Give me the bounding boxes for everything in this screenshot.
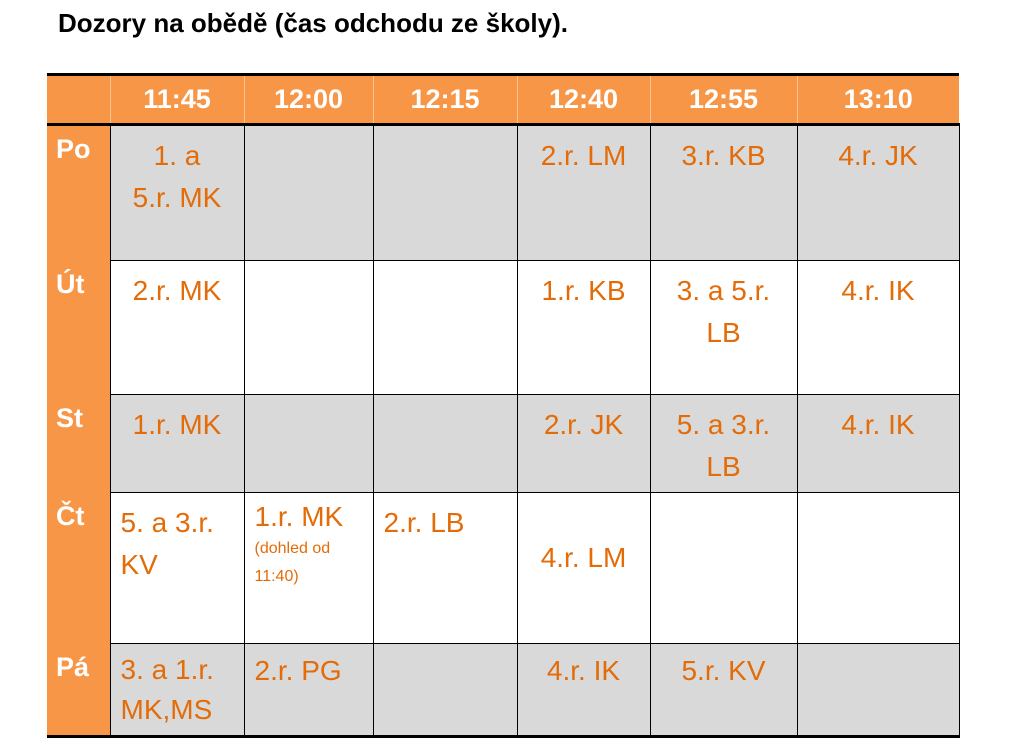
table-cell	[796, 643, 960, 737]
header-corner	[47, 74, 110, 126]
day-label: Po	[47, 124, 110, 261]
table-cell: 4.r. LM	[516, 492, 651, 644]
table-row-ct: Čt 5. a 3.r. KV 1.r. MK (dohled od 11:40…	[47, 492, 960, 644]
table-cell: 2.r. JK	[516, 394, 651, 493]
table-cell	[372, 643, 518, 737]
time-header: 13:10	[796, 74, 959, 126]
table-cell: 4.r. IK	[796, 260, 960, 395]
page-title: Dozory na obědě (čas odchodu ze školy).	[58, 8, 568, 38]
table-cell: 2.r. LM	[516, 124, 651, 261]
time-header: 12:15	[372, 74, 517, 126]
time-header: 11:45	[109, 74, 244, 126]
table-cell	[372, 260, 518, 395]
table-cell: 2.r. MK	[109, 260, 245, 395]
day-label: Pá	[47, 643, 110, 737]
day-label: St	[47, 394, 110, 493]
table-cell: 1.r. MK	[109, 394, 245, 493]
table-cell	[372, 124, 518, 261]
table-cell: 2.r. LB	[372, 492, 518, 644]
table-cell	[243, 394, 374, 493]
time-header: 12:55	[649, 74, 797, 126]
cell-note: (dohled od 11:40)	[254, 540, 331, 585]
table-cell: 3. a 1.r. MK,MS	[109, 643, 245, 737]
table-cell: 2.r. PG	[243, 643, 374, 737]
table-cell	[243, 260, 374, 395]
table-cell	[372, 394, 518, 493]
table-row-st: St 1.r. MK 2.r. JK 5. a 3.r. LB 4.r. IK	[47, 394, 960, 493]
table-cell: 1.r. MK (dohled od 11:40)	[243, 492, 374, 644]
day-label: Čt	[47, 492, 110, 644]
table-cell: 4.r. IK	[516, 643, 651, 737]
header-row: 11:45 12:00 12:15 12:40 12:55 13:10	[47, 74, 959, 126]
table-cell: 3. a 5.r. LB	[649, 260, 798, 395]
table-cell: 3.r. KB	[649, 124, 798, 261]
table-cell	[243, 124, 374, 261]
table-cell: 5. a 3.r. LB	[649, 394, 798, 493]
table-cell: 4.r. JK	[796, 124, 960, 261]
table-cell: 1.r. KB	[516, 260, 651, 395]
supervision-schedule-table: 11:45 12:00 12:15 12:40 12:55 13:10 Po 1…	[47, 73, 960, 738]
cell-text: 1.r. MK	[254, 501, 344, 532]
table-cell: 4.r. IK	[796, 394, 960, 493]
table-cell	[796, 492, 960, 644]
table-cell: 5. a 3.r. KV	[109, 492, 245, 644]
table-cell: 1. a 5.r. MK	[109, 124, 245, 261]
table-row-po: Po 1. a 5.r. MK 2.r. LM 3.r. KB 4.r. JK	[47, 124, 960, 261]
table-row-pa: Pá 3. a 1.r. MK,MS 2.r. PG 4.r. IK 5.r. …	[47, 643, 960, 737]
time-header: 12:00	[243, 74, 373, 126]
day-label: Út	[47, 260, 110, 395]
table-cell	[649, 492, 798, 644]
table-cell: 5.r. KV	[649, 643, 798, 737]
table-row-ut: Út 2.r. MK 1.r. KB 3. a 5.r. LB 4.r. IK	[47, 260, 960, 395]
time-header: 12:40	[516, 74, 650, 126]
